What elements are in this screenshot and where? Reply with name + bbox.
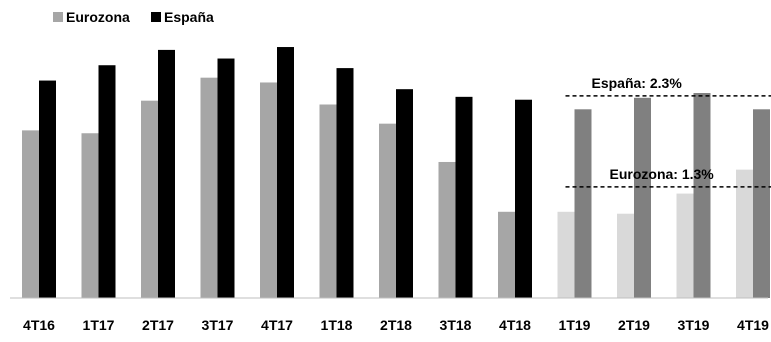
- x-tick-label: 1T17: [83, 317, 115, 333]
- bar-eurozona-2t18: [379, 124, 396, 298]
- x-tick-label: 4T16: [23, 317, 55, 333]
- bar-eurozona-1t17: [82, 133, 99, 298]
- bar-espana-4t18: [515, 100, 532, 298]
- bar-eurozona-4t19: [736, 170, 753, 298]
- x-tick-labels: 4T16 1T17 2T17 3T17 4T17 1T18 2T18 3T18 4T18 1T19…: [23, 317, 769, 333]
- legend-label-eurozona: Eurozona: [66, 9, 130, 25]
- bar-espana-2t17: [158, 50, 175, 298]
- legend-label-espana: España: [164, 9, 214, 25]
- bar-eurozona-4t16: [22, 130, 39, 298]
- bar-eurozona-3t17: [201, 78, 218, 298]
- bar-eurozona-2t19: [617, 214, 634, 298]
- x-tick-label: 3T18: [440, 317, 472, 333]
- legend-swatch-eurozona: [53, 12, 63, 22]
- bar-espana-1t18: [337, 68, 354, 298]
- bar-espana-3t17: [218, 59, 235, 298]
- x-tick-label: 1T19: [559, 317, 591, 333]
- chart-legend: Eurozona España: [53, 9, 214, 25]
- bar-espana-2t18: [396, 89, 413, 298]
- bar-eurozona-2t17: [141, 101, 158, 298]
- bar-eurozona-1t18: [320, 105, 337, 298]
- x-tick-label: 2T18: [380, 317, 412, 333]
- legend-swatch-espana: [151, 12, 161, 22]
- x-tick-label: 3T19: [678, 317, 710, 333]
- bar-eurozona-1t19: [558, 212, 575, 298]
- x-tick-label: 2T19: [618, 317, 650, 333]
- x-tick-label: 1T18: [321, 317, 353, 333]
- bar-espana-4t19: [753, 109, 770, 298]
- bar-eurozona-3t19: [677, 194, 694, 298]
- x-tick-label: 2T17: [142, 317, 174, 333]
- bar-espana-2t19: [634, 98, 651, 298]
- bar-espana-1t19: [575, 109, 592, 298]
- bar-espana-4t16: [39, 81, 56, 298]
- bar-espana-3t18: [456, 97, 473, 298]
- bar-eurozona-4t17: [260, 82, 277, 298]
- x-tick-label: 4T17: [261, 317, 293, 333]
- bar-espana-4t17: [277, 47, 294, 298]
- annotation-label-espana: España: 2.3%: [592, 75, 683, 91]
- x-tick-label: 4T19: [737, 317, 769, 333]
- bar-espana-1t17: [99, 65, 116, 298]
- bar-eurozona-4t18: [498, 212, 515, 298]
- x-tick-label: 3T17: [202, 317, 234, 333]
- bar-espana-3t19: [694, 93, 711, 298]
- bar-eurozona-3t18: [439, 162, 456, 298]
- annotation-label-eurozona: Eurozona: 1.3%: [610, 166, 715, 182]
- x-tick-label: 4T18: [499, 317, 531, 333]
